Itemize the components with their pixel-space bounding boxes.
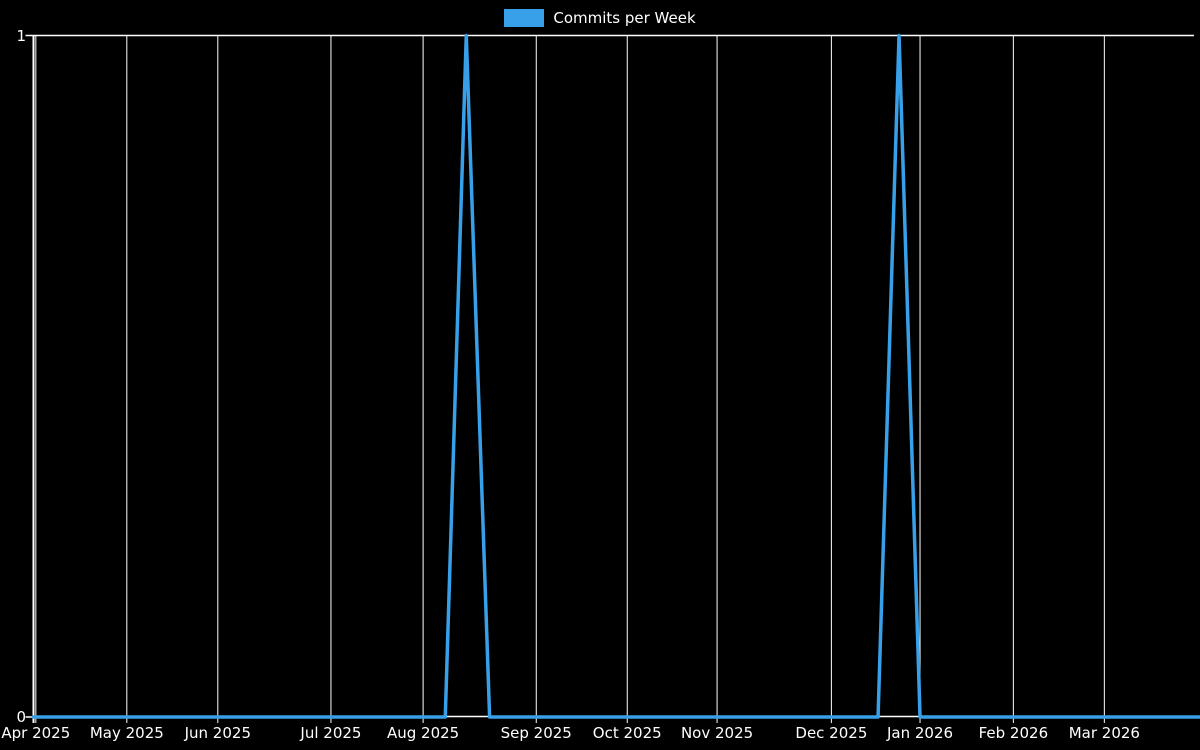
legend-label: Commits per Week [553, 9, 696, 27]
x-tick-label: Oct 2025 [592, 724, 662, 742]
x-tick-label: Apr 2025 [1, 724, 71, 742]
series-line-commits-per-week [31, 33, 1200, 719]
x-tick-label: Mar 2026 [1068, 724, 1140, 742]
legend-color-swatch [504, 9, 545, 27]
x-tick-label: Dec 2025 [795, 724, 868, 742]
x-tick-label: Jun 2025 [184, 724, 251, 742]
y-tick-label: 1 [16, 26, 26, 45]
x-tick-label: Jan 2026 [886, 724, 954, 742]
y-tick-label: 0 [16, 708, 26, 726]
x-tick-label: Nov 2025 [680, 724, 754, 742]
x-tick-label: Feb 2026 [978, 724, 1049, 742]
x-tick-label: May 2025 [89, 724, 164, 742]
x-tick-label: Sep 2025 [500, 724, 572, 742]
x-tick-label: Jul 2025 [300, 724, 362, 742]
chart-legend[interactable]: Commits per Week [0, 7, 1200, 29]
x-tick-label: Aug 2025 [386, 724, 460, 742]
